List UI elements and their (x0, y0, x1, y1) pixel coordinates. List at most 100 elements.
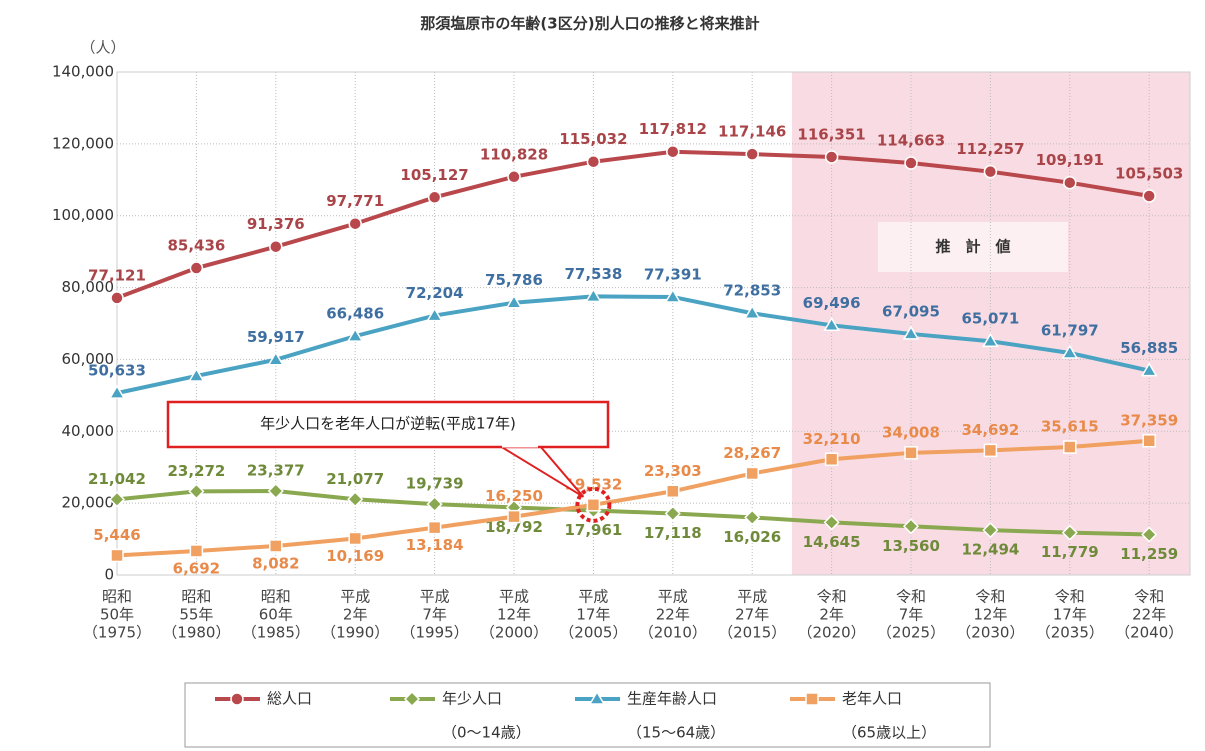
marker (744, 509, 761, 526)
x-tick-label: 22年 (1132, 606, 1166, 624)
data-label: 115,032 (559, 130, 627, 148)
marker (1063, 175, 1077, 190)
data-label: 117,146 (718, 123, 786, 141)
x-tick-label: （2030） (956, 624, 1024, 642)
x-tick-label: （2000） (480, 624, 548, 642)
data-label: 77,538 (564, 265, 622, 283)
x-tick-label: 平成 (737, 588, 767, 606)
x-tick-label: 昭和 (181, 588, 211, 606)
x-tick-label: 7年 (422, 606, 447, 624)
marker (269, 539, 283, 553)
x-tick-label: （2025） (877, 624, 945, 642)
legend-sublabel: （15〜64歳） (627, 724, 725, 742)
marker (745, 466, 759, 481)
forecast-label: 推 計 値 (935, 238, 1010, 256)
y-tick-label: 100,000 (52, 206, 114, 224)
x-tick-label: （1985） (242, 624, 310, 642)
data-label: 105,503 (1115, 164, 1183, 182)
marker (666, 144, 680, 159)
forecast-region (791, 72, 1190, 575)
x-tick-label: 22年 (656, 606, 690, 624)
y-tick-label: 20,000 (62, 494, 115, 512)
x-tick-label: 平成 (578, 588, 608, 606)
x-tick-label: 2年 (343, 606, 368, 624)
data-label: 35,615 (1041, 418, 1099, 436)
marker (983, 164, 998, 179)
marker (982, 522, 999, 539)
callout-box (166, 400, 610, 449)
marker (982, 332, 999, 347)
data-label: 19,532 (564, 475, 622, 493)
legend-label: 生産年齢人口 (627, 690, 717, 708)
data-label: 116,351 (797, 125, 865, 143)
x-tick-label: （2035） (1036, 624, 1104, 642)
data-label: 117,812 (639, 120, 707, 138)
legend-box (184, 682, 991, 748)
data-label: 8,082 (252, 554, 299, 572)
marker (189, 261, 204, 275)
data-label: 12,494 (961, 541, 1019, 559)
marker (188, 367, 205, 382)
marker (403, 690, 421, 708)
x-tick-label: 平成 (658, 588, 688, 606)
data-label: 6,692 (173, 559, 220, 577)
marker (267, 351, 285, 366)
legend-sublabel: （65歳以上） (842, 724, 936, 742)
x-tick-label: 12年 (973, 606, 1007, 624)
marker (745, 147, 759, 161)
marker (824, 150, 839, 164)
data-label: 21,042 (88, 470, 146, 488)
x-tick-label: （2005） (559, 624, 627, 642)
data-label: 65,071 (961, 310, 1019, 328)
marker (743, 304, 761, 319)
x-tick-label: 昭和 (102, 588, 132, 606)
x-tick-label: 令和 (975, 588, 1005, 606)
data-label: 61,797 (1041, 321, 1099, 339)
x-tick-label: 7年 (899, 606, 924, 624)
data-label: 16,250 (485, 487, 543, 505)
legend-sublabel: （0〜14歳） (442, 724, 531, 742)
marker (189, 544, 204, 558)
x-tick-label: 平成 (499, 588, 529, 606)
data-label: 16,026 (723, 528, 781, 546)
data-label: 13,560 (882, 537, 940, 555)
marker (427, 520, 442, 535)
x-tick-label: （2020） (798, 624, 866, 642)
line (116, 149, 1150, 300)
marker (426, 307, 443, 322)
marker (805, 692, 819, 706)
x-tick-label: （1975） (83, 624, 151, 642)
marker (110, 548, 124, 563)
marker (507, 509, 521, 524)
marker (1061, 524, 1078, 541)
data-label: 77,121 (88, 266, 146, 284)
data-label: 110,828 (480, 145, 548, 163)
data-label: 66,486 (326, 305, 384, 323)
marker (348, 531, 362, 546)
data-label: 28,267 (723, 444, 781, 462)
x-tick-label: （2015） (718, 624, 786, 642)
background (116, 71, 1190, 575)
marker (586, 498, 601, 512)
data-label: 23,303 (644, 462, 702, 480)
marker (1063, 440, 1077, 454)
data-label: 34,008 (882, 423, 940, 441)
data-label: 85,436 (167, 237, 225, 255)
legend-label: 年少人口 (442, 690, 502, 708)
data-label: 72,853 (723, 282, 781, 300)
marker (664, 505, 681, 522)
y-axis-label: （人） (80, 39, 125, 57)
marker (267, 482, 284, 500)
x-tick-label: 令和 (1134, 588, 1164, 606)
data-label: 5,446 (93, 526, 140, 544)
crossover-circle (575, 486, 612, 523)
y-tick-label: 0 (104, 566, 114, 584)
data-label: 91,376 (247, 215, 305, 233)
marker (904, 156, 918, 170)
x-tick-label: 2年 (819, 606, 844, 624)
line (116, 294, 1150, 396)
marker (1061, 344, 1079, 359)
callout-pointer (499, 445, 585, 498)
y-tick-label: 140,000 (52, 63, 114, 81)
